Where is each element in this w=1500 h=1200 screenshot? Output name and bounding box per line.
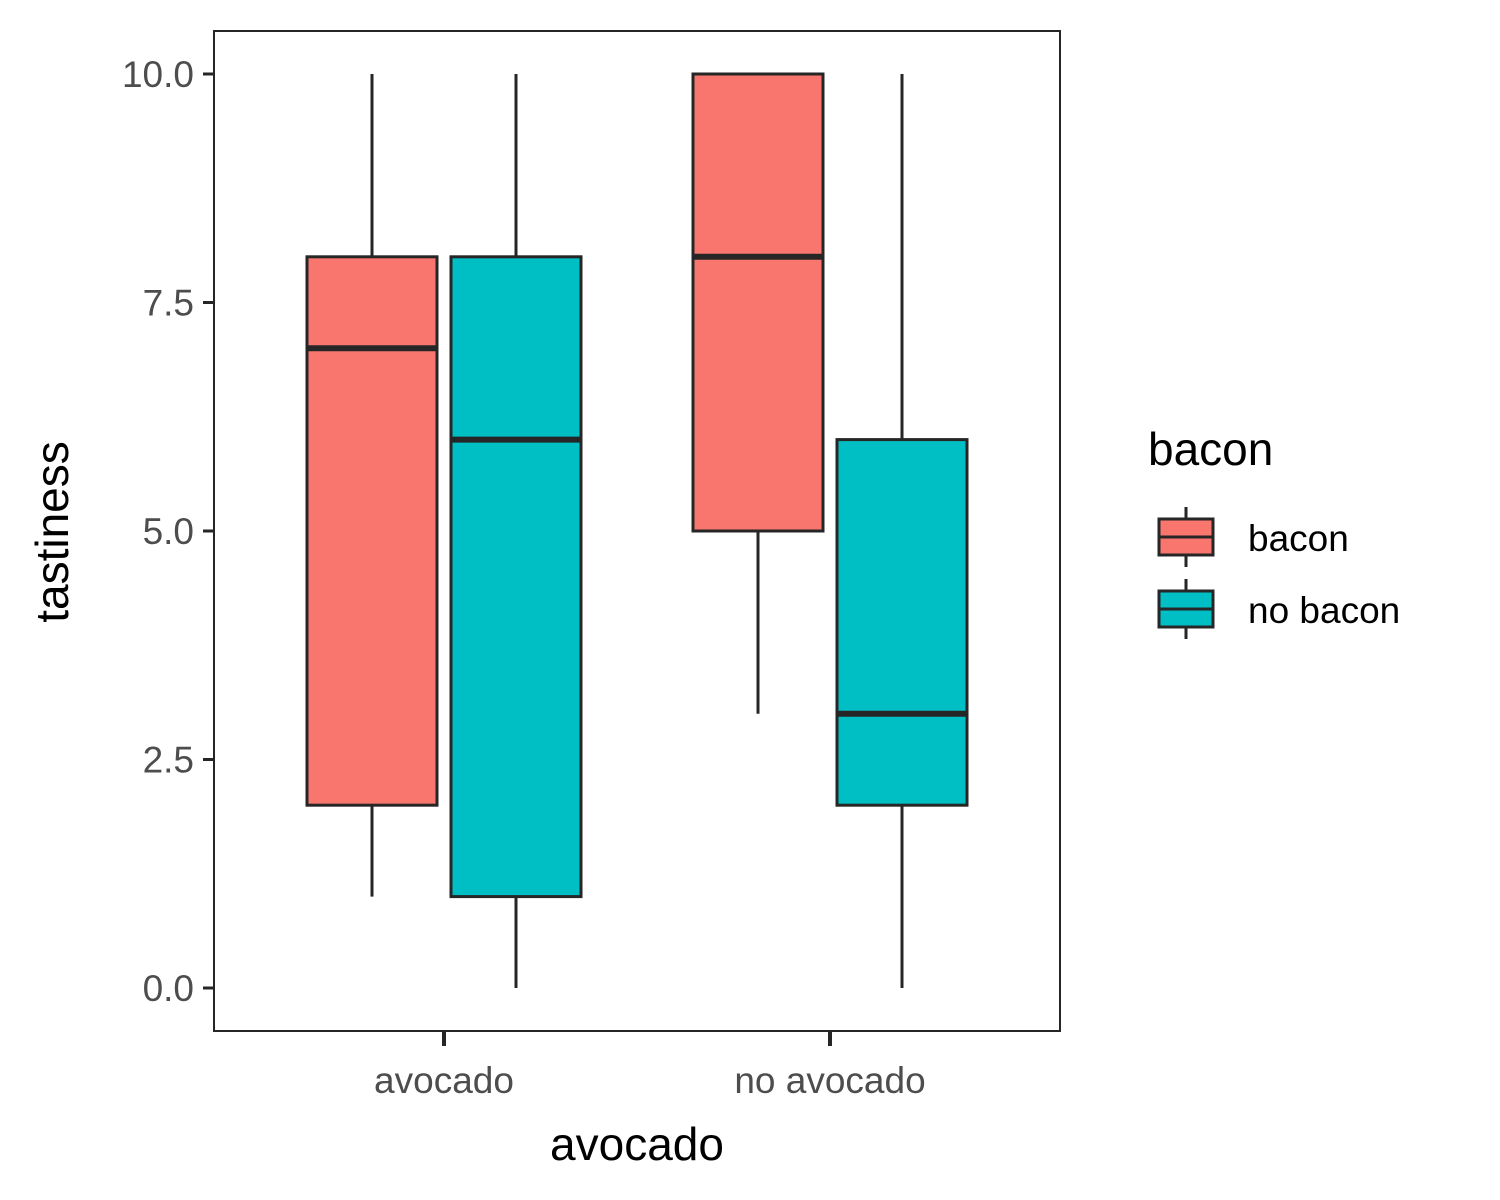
legend: bacon bacon no bacon — [1148, 423, 1400, 639]
box-iqr — [449, 255, 583, 899]
x-tick-label: avocado — [374, 1060, 514, 1101]
box-iqr — [835, 438, 969, 807]
box-no-bacon-avocado — [449, 74, 583, 988]
y-tick-label: 5.0 — [143, 511, 194, 552]
legend-key-bacon: bacon — [1157, 507, 1349, 567]
y-tick-label: 10.0 — [122, 54, 194, 95]
box-iqr — [305, 255, 439, 807]
axes-layer: 0.0 2.5 5.0 7.5 10.0 avocado no avocado — [122, 54, 926, 1101]
x-axis-title: avocado — [550, 1118, 724, 1170]
x-tick-label: no avocado — [734, 1060, 925, 1101]
legend-label: bacon — [1248, 518, 1349, 559]
y-tick-label: 0.0 — [143, 968, 194, 1009]
y-tick-label: 7.5 — [143, 283, 194, 324]
box-bacon-no-avocado — [691, 72, 825, 714]
legend-key-no-bacon: no bacon — [1157, 579, 1400, 639]
y-tick-label: 2.5 — [143, 740, 194, 781]
box-no-bacon-no-avocado — [835, 74, 969, 988]
boxes-layer — [305, 72, 969, 988]
legend-label: no bacon — [1248, 590, 1400, 631]
box-bacon-avocado — [305, 74, 439, 897]
y-axis-title: tastiness — [26, 441, 78, 623]
legend-title: bacon — [1148, 423, 1273, 475]
box-iqr — [691, 72, 825, 533]
